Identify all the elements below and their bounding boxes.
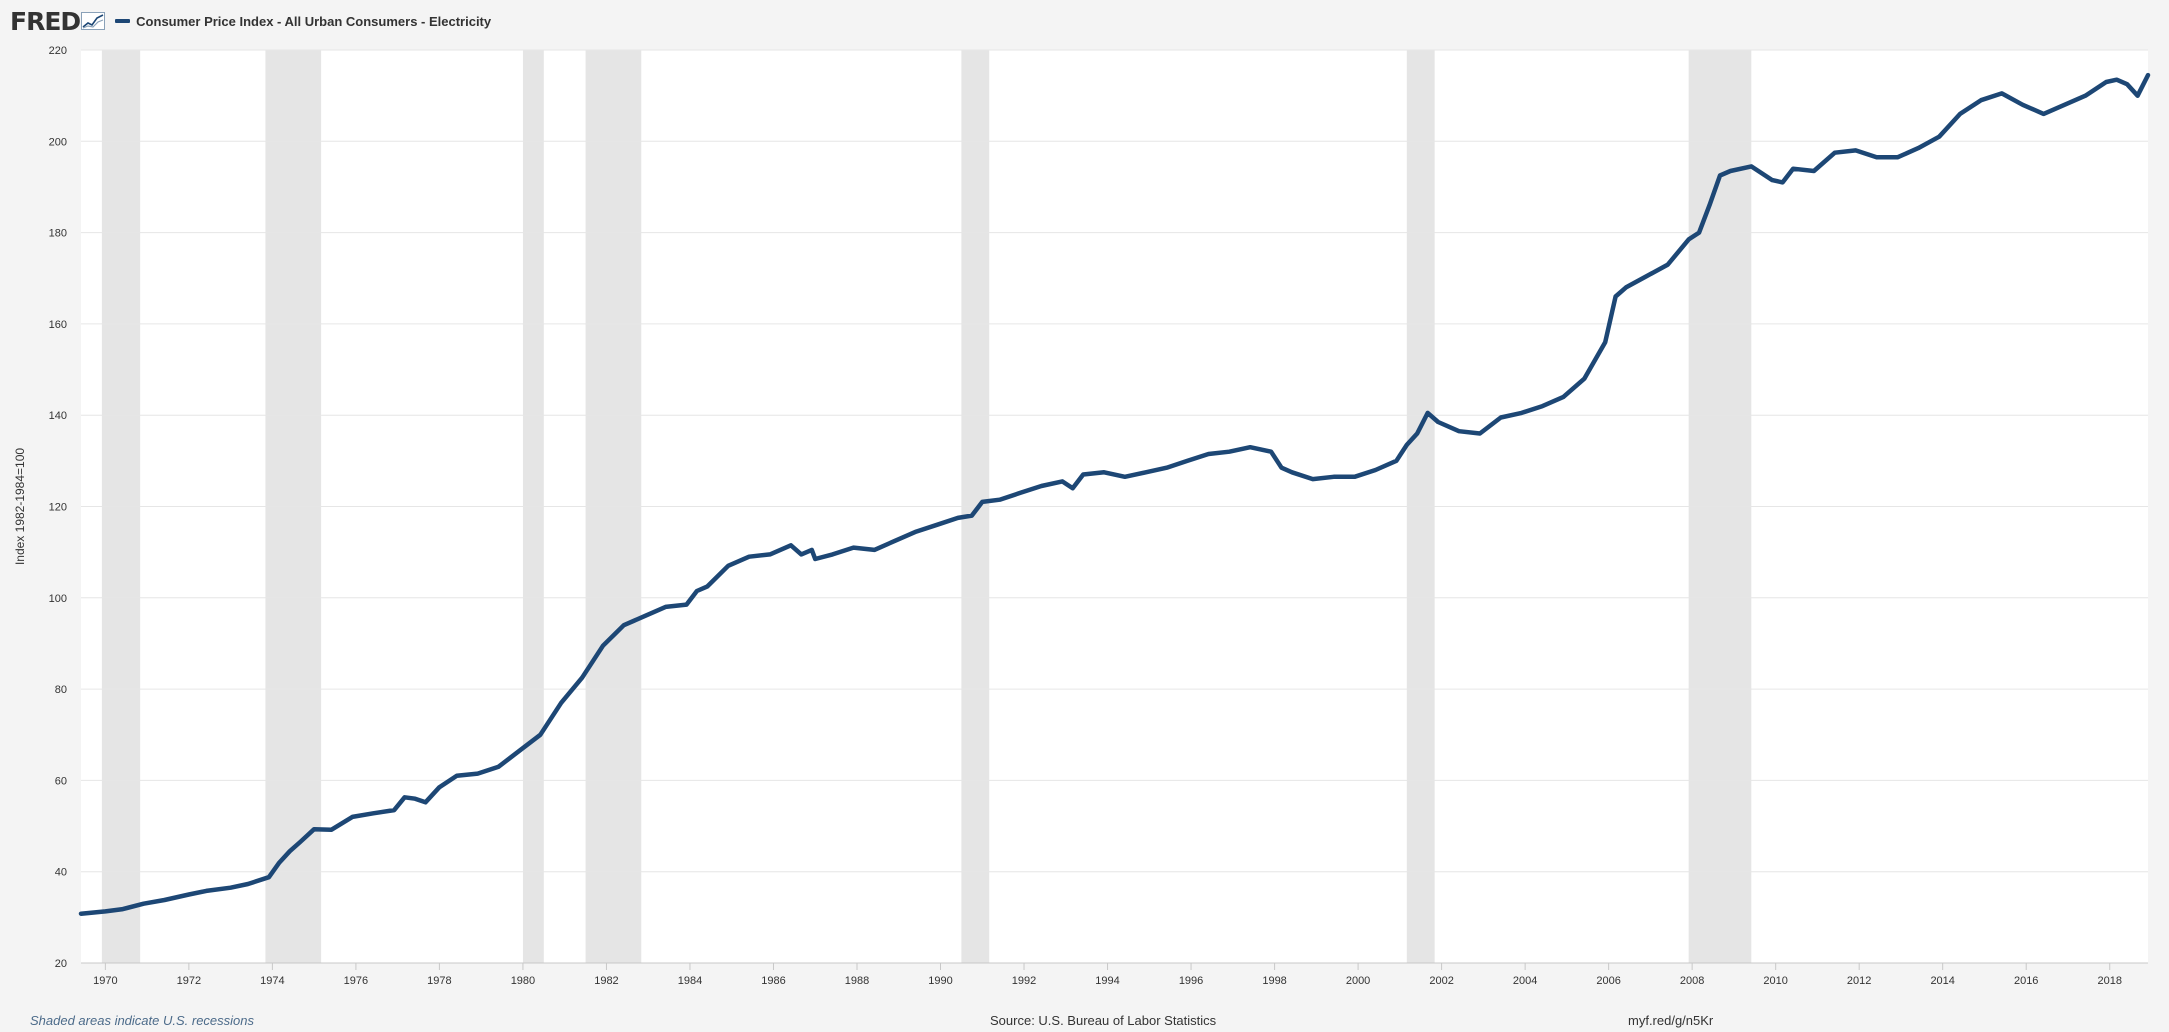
fred-logo-text: FRED [10, 6, 81, 36]
x-tick-label: 1976 [344, 975, 368, 987]
x-tick-label: 2000 [1346, 975, 1370, 987]
x-tick-label: 1972 [177, 975, 201, 987]
x-tick-label: 1984 [678, 975, 702, 987]
legend-series-label: Consumer Price Index - All Urban Consume… [136, 13, 492, 29]
y-tick-label: 40 [55, 867, 67, 879]
y-tick-label: 60 [55, 775, 67, 787]
x-axis-ticks: 1970 1972 1974 1976 1978 1980 1982 1984 1986 1988… [93, 963, 2122, 987]
x-tick-label: 2018 [2097, 975, 2121, 987]
x-tick-label: 1988 [845, 975, 869, 987]
source-text: Source: U.S. Bureau of Labor Statistics [990, 1013, 1217, 1028]
x-tick-label: 2004 [1513, 975, 1537, 987]
y-axis-label: Index 1982-1984=100 [13, 448, 27, 565]
y-tick-label: 180 [49, 228, 67, 240]
y-tick-label: 20 [55, 958, 67, 970]
x-tick-label: 1974 [260, 975, 284, 987]
fred-logo[interactable]: FRED [10, 6, 106, 36]
y-tick-label: 220 [49, 45, 67, 57]
legend-swatch [115, 19, 131, 23]
recession-note: Shaded areas indicate U.S. recessions [30, 1013, 255, 1028]
y-tick-label: 120 [49, 502, 67, 514]
chart-legend: Consumer Price Index - All Urban Consume… [115, 14, 491, 29]
x-tick-label: 1994 [1095, 975, 1119, 987]
y-tick-label: 80 [55, 684, 67, 696]
x-tick-label: 1970 [93, 975, 117, 987]
y-tick-label: 140 [49, 410, 67, 422]
y-axis-tick-labels: 20 40 60 80 100 120 140 160 180 200 220 [49, 45, 67, 970]
x-tick-label: 1986 [761, 975, 785, 987]
short-link[interactable]: myf.red/g/n5Kr [1628, 1013, 1714, 1028]
x-tick-label: 1978 [427, 975, 451, 987]
x-tick-label: 1992 [1012, 975, 1036, 987]
x-tick-label: 1980 [511, 975, 535, 987]
x-tick-label: 1996 [1179, 975, 1203, 987]
x-tick-label: 2002 [1429, 975, 1453, 987]
x-tick-label: 2006 [1596, 975, 1620, 987]
x-tick-label: 2014 [1930, 975, 1954, 987]
y-tick-label: 100 [49, 593, 67, 605]
x-tick-label: 2008 [1680, 975, 1704, 987]
x-tick-label: 2010 [1763, 975, 1787, 987]
y-tick-label: 200 [49, 136, 67, 148]
y-tick-label: 160 [49, 319, 67, 331]
x-tick-label: 1998 [1262, 975, 1286, 987]
chart-header: FRED Consumer Price Index - All Urban Co… [10, 6, 491, 36]
fred-graph-icon [81, 12, 106, 30]
x-tick-label: 2016 [2014, 975, 2038, 987]
x-tick-label: 1982 [594, 975, 618, 987]
series-line [78, 72, 2151, 916]
x-tick-label: 1990 [928, 975, 952, 987]
x-tick-label: 2012 [1847, 975, 1871, 987]
